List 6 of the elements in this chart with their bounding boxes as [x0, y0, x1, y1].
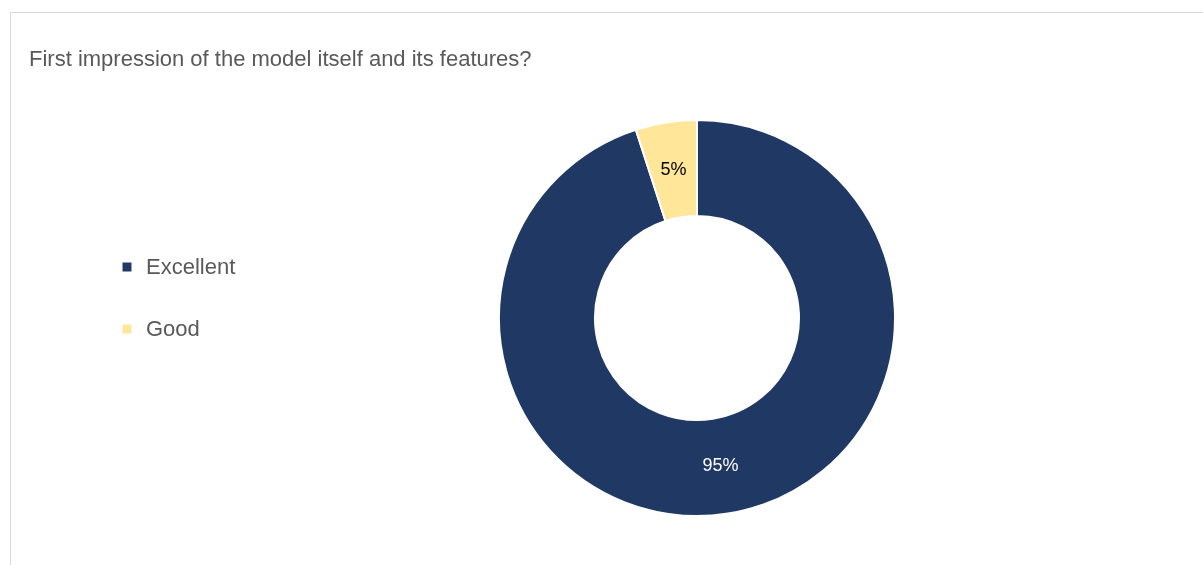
legend-label: Excellent: [146, 254, 236, 279]
data-label: 95%: [702, 455, 739, 476]
donut-slice: [498, 119, 896, 517]
data-label: 5%: [660, 158, 687, 179]
chart-title: First impression of the model itself and its features?: [29, 46, 532, 71]
legend-label: Good: [146, 316, 200, 341]
